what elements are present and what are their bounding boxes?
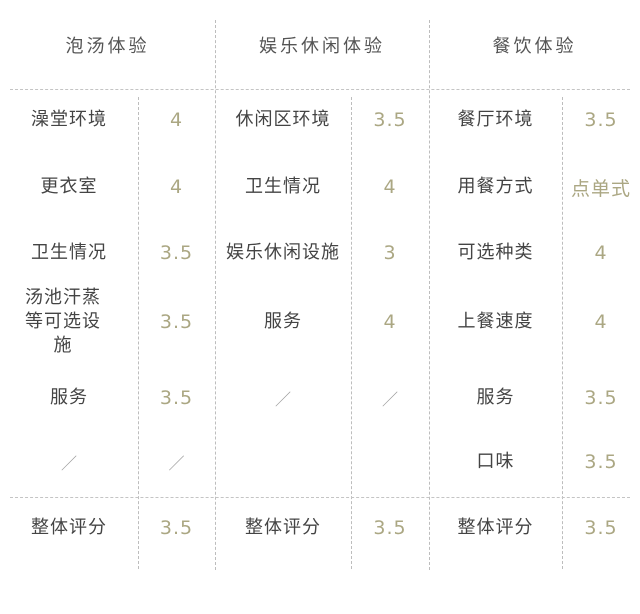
row-value: 4 — [383, 311, 397, 333]
row-value: ／ — [381, 390, 398, 409]
row-label: 娱乐休闲设施 — [226, 242, 340, 263]
row-label: 卫生情况 — [245, 176, 321, 197]
total-value: 3.5 — [373, 517, 407, 539]
total-value: 3.5 — [159, 517, 194, 539]
header-divider — [10, 89, 630, 90]
row-label: 服务 — [476, 387, 515, 408]
value-divider — [351, 97, 352, 569]
row-value: 3.5 — [373, 109, 407, 131]
row-label: ／ — [60, 454, 77, 473]
row-value: 4 — [169, 109, 184, 131]
total-value: 3.5 — [584, 517, 618, 539]
row-label: 休闲区环境 — [235, 109, 331, 130]
row-value: 3.5 — [159, 387, 194, 409]
row-label: 服务 — [264, 311, 302, 332]
row-value: 4 — [383, 176, 397, 198]
row-value: 4 — [169, 176, 184, 198]
row-value — [351, 442, 429, 482]
row-value: ／ — [168, 454, 185, 473]
row-value: 3.5 — [159, 311, 194, 333]
row-label: 餐厅环境 — [457, 109, 534, 130]
total-divider — [10, 497, 630, 498]
row-label: 口味 — [476, 451, 515, 472]
row-label: 用餐方式 — [457, 176, 534, 197]
column-header: 娱乐休闲体验 — [259, 36, 385, 57]
row-label: 服务 — [50, 387, 88, 408]
row-label: ／ — [274, 390, 291, 409]
row-value: 3.5 — [584, 387, 618, 409]
row-value: 3.5 — [584, 451, 618, 473]
row-label — [221, 436, 345, 488]
value-divider — [138, 97, 139, 569]
total-label: 整体评分 — [245, 517, 321, 538]
row-value: 4 — [594, 311, 608, 333]
row-value: 点单式 — [570, 177, 631, 200]
row-value: 3.5 — [584, 109, 618, 131]
value-divider — [562, 97, 563, 569]
row-value: 4 — [594, 242, 608, 264]
total-label: 整体评分 — [457, 517, 534, 538]
column-divider — [429, 20, 430, 570]
row-label: 澡堂环境 — [31, 109, 107, 130]
row-label: 更衣室 — [40, 176, 98, 197]
row-label: 卫生情况 — [31, 242, 107, 263]
row-value: 3.5 — [159, 242, 194, 264]
column-header: 泡汤体验 — [65, 36, 150, 57]
total-label: 整体评分 — [31, 517, 107, 538]
row-value: 3 — [383, 242, 397, 264]
column-header: 餐饮体验 — [492, 36, 577, 57]
column-divider — [215, 20, 216, 570]
row-label: 上餐速度 — [457, 311, 534, 332]
row-label: 汤池汗蒸等可选设施 — [25, 287, 101, 356]
row-label: 可选种类 — [457, 242, 534, 263]
